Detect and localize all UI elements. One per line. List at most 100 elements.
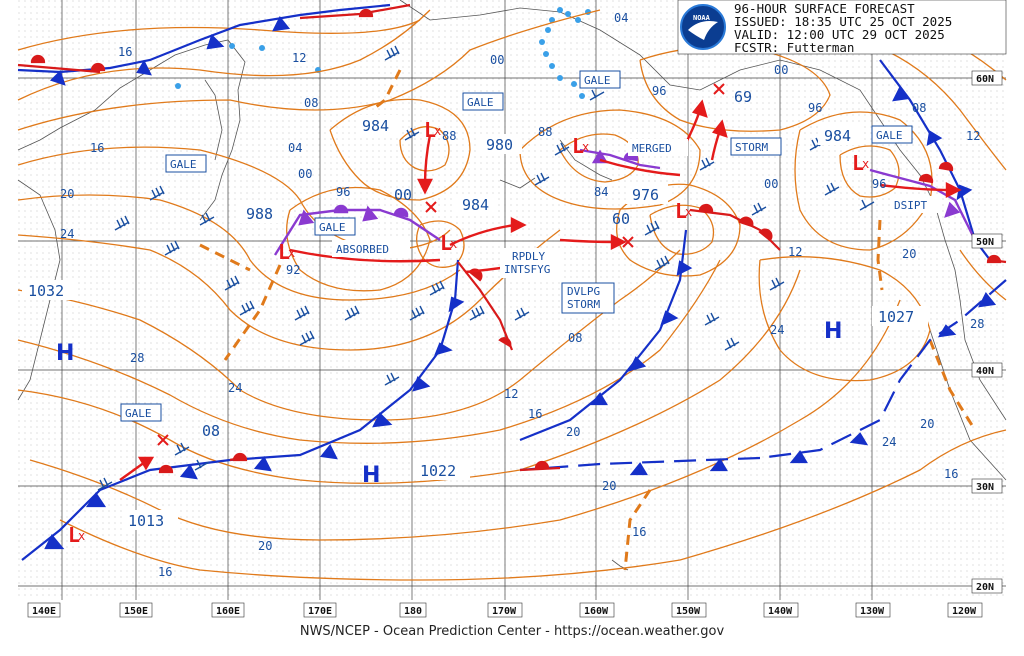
pressure-high-1027: 1027 xyxy=(878,308,914,326)
troughs xyxy=(199,69,977,571)
footer-credit: NWS/NCEP - Ocean Prediction Center - htt… xyxy=(299,624,725,639)
isobar-label: 12 xyxy=(966,129,980,143)
svg-text:L: L xyxy=(68,523,80,547)
isobar-label: 16 xyxy=(158,565,172,579)
isobars xyxy=(17,9,1007,581)
lon-label: 170E xyxy=(308,606,332,617)
lat-label: 40N xyxy=(976,366,994,377)
isobar-label: 20 xyxy=(258,539,272,553)
pressure-low-984c: 984 xyxy=(462,196,489,214)
isobar-label: 20 xyxy=(602,479,616,493)
lon-label: 170W xyxy=(492,606,517,617)
isobar-label: 28 xyxy=(130,351,144,365)
pressure-high-1022: 1022 xyxy=(420,462,456,480)
forecast-header: NOAA 96-HOUR SURFACE FORECAST ISSUED: 18… xyxy=(677,0,1007,55)
isobar-label: 88 xyxy=(538,125,552,139)
lon-label: 160W xyxy=(584,606,609,617)
svg-text:x: x xyxy=(450,237,457,251)
isobar-label: 20 xyxy=(60,187,74,201)
pressure-high-1032: 1032 xyxy=(28,282,64,300)
occluded-fronts xyxy=(273,148,977,256)
isobar-label: 96 xyxy=(336,185,350,199)
pressure-labels: 1032 1022 1027 988 984 980 976 984 1013 … xyxy=(22,115,928,530)
low-marker: L x xyxy=(424,118,441,142)
isobar-label: 16 xyxy=(118,45,132,59)
isobar-label: 08 xyxy=(202,422,220,440)
storm-label: STORM xyxy=(735,141,768,154)
header-line3: VALID: 12:00 UTC 29 OCT 2025 xyxy=(734,27,945,42)
svg-text:L: L xyxy=(440,231,452,255)
rpdly-label: RPDLY xyxy=(512,250,545,263)
isobar-label: 28 xyxy=(970,317,984,331)
isobar-label: 96 xyxy=(808,101,822,115)
header-line4: FCSTR: Futterman xyxy=(734,40,854,55)
svg-text:L: L xyxy=(572,134,584,158)
pressure-low-980: 980 xyxy=(486,136,513,154)
lon-label: 150W xyxy=(676,606,701,617)
pressure-low-1013: 1013 xyxy=(128,512,164,530)
isobar-label: 08 xyxy=(912,101,926,115)
dvlpg-label: DVLPG xyxy=(567,285,600,298)
low-marker: L x xyxy=(68,523,85,547)
cold-fronts xyxy=(17,3,1007,561)
svg-text:L: L xyxy=(278,240,290,264)
pressure-low-984: 984 xyxy=(362,117,389,135)
isobar-label: 24 xyxy=(882,435,896,449)
high-letter: H xyxy=(56,341,74,366)
ice-edge xyxy=(175,7,591,99)
isobar-label: 16 xyxy=(944,467,958,481)
isobar-label: 00 xyxy=(764,177,778,191)
svg-text:L: L xyxy=(424,118,436,142)
high-letter: H xyxy=(362,463,380,488)
isobar-label: 60 xyxy=(612,210,630,228)
pressure-low-984b: 984 xyxy=(824,127,851,145)
gale-label: GALE xyxy=(467,96,494,109)
isobar-label: 16 xyxy=(528,407,542,421)
svg-text:L: L xyxy=(852,151,864,175)
isobar-value-labels: 16 12 08 04 00 16 20 24 28 24 00 04 96 9… xyxy=(60,11,984,579)
noaa-logo-text: NOAA xyxy=(693,14,711,22)
gale-label: GALE xyxy=(319,221,346,234)
svg-text:x: x xyxy=(434,124,441,138)
dot-grid xyxy=(18,0,1006,600)
isobar-label: 12 xyxy=(292,51,306,65)
isobar-label: 00 xyxy=(490,53,504,67)
lon-label: 150E xyxy=(124,606,148,617)
isobar-label: 00 xyxy=(394,186,412,204)
header-line1: 96-HOUR SURFACE FORECAST xyxy=(734,1,915,16)
isobar-label: 12 xyxy=(788,245,802,259)
noaa-bird-icon xyxy=(688,21,718,40)
svg-text:x: x xyxy=(582,140,589,154)
gale-label: GALE xyxy=(125,407,152,420)
low-marker: L x xyxy=(675,199,692,223)
isobar-label: 20 xyxy=(566,425,580,439)
lon-label: 130W xyxy=(860,606,885,617)
latitude-labels: 60N 50N 40N 30N 20N xyxy=(971,70,1003,594)
isobar-label: 12 xyxy=(504,387,518,401)
dsipt-label: DSIPT xyxy=(894,199,927,212)
isobar-label: 04 xyxy=(614,11,628,25)
isobar-label: 96 xyxy=(872,177,886,191)
merged-label: MERGED xyxy=(632,142,672,155)
isobar-label: 20 xyxy=(920,417,934,431)
isobar-label: 04 xyxy=(288,141,302,155)
warm-fronts xyxy=(17,3,1007,474)
absorbed-label: ABSORBED xyxy=(336,243,389,256)
isobar-label: 20 xyxy=(902,247,916,261)
isobar-label: 96 xyxy=(652,84,666,98)
dvlpg-storm-label: STORM xyxy=(567,298,600,311)
lon-label: 180 xyxy=(404,606,422,617)
svg-text:x: x xyxy=(78,529,85,543)
intsfyg-label: INTSFYG xyxy=(504,263,550,276)
lat-label: 30N xyxy=(976,482,994,493)
gale-label: GALE xyxy=(170,158,197,171)
lon-label: 140E xyxy=(32,606,56,617)
isobar-label: 24 xyxy=(228,381,242,395)
svg-text:x: x xyxy=(288,246,295,260)
pressure-low-976: 976 xyxy=(632,186,659,204)
wind-barbs xyxy=(97,45,875,491)
gale-label: GALE xyxy=(584,74,611,87)
isobar-label: 92 xyxy=(286,263,300,277)
lat-label: 50N xyxy=(976,237,994,248)
